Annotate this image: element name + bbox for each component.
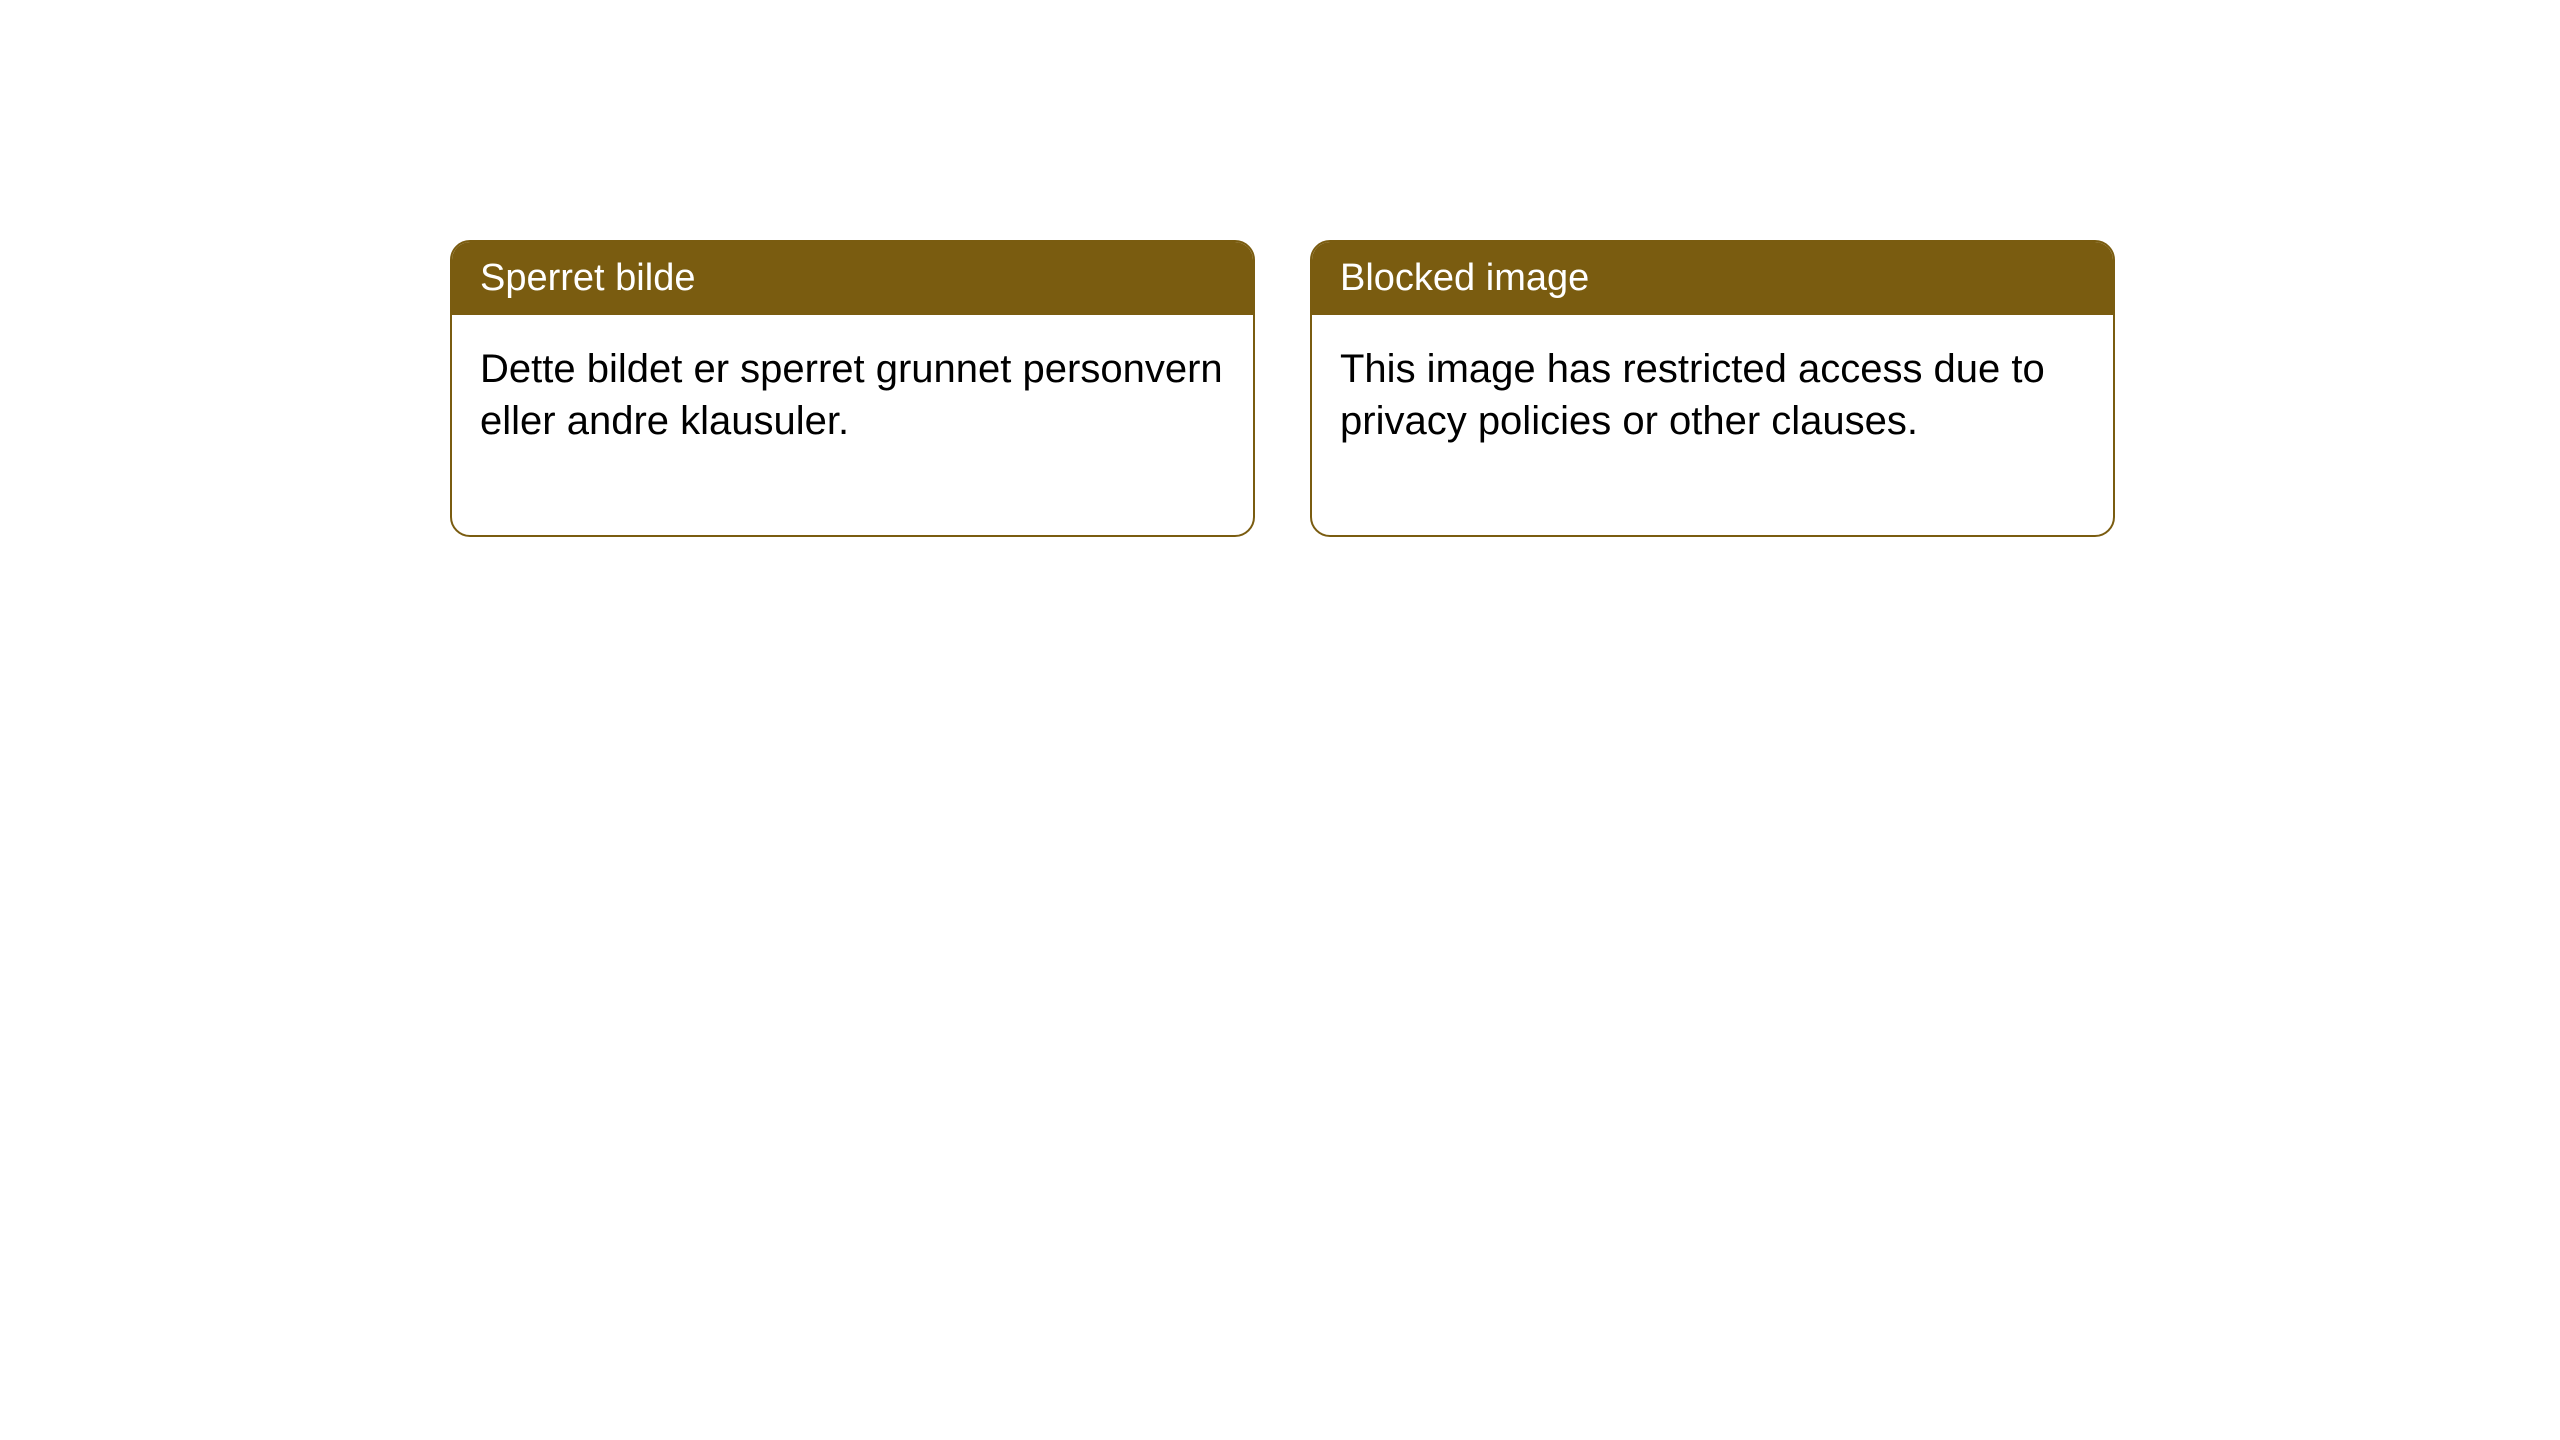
notice-container: Sperret bilde Dette bildet er sperret gr…	[450, 240, 2115, 537]
notice-body-text: This image has restricted access due to …	[1340, 347, 2045, 443]
notice-body: This image has restricted access due to …	[1312, 315, 2113, 535]
notice-body-text: Dette bildet er sperret grunnet personve…	[480, 347, 1223, 443]
notice-title: Blocked image	[1340, 257, 1589, 299]
notice-body: Dette bildet er sperret grunnet personve…	[452, 315, 1253, 535]
notice-box-norwegian: Sperret bilde Dette bildet er sperret gr…	[450, 240, 1255, 537]
notice-title: Sperret bilde	[480, 257, 695, 299]
notice-header: Sperret bilde	[452, 242, 1253, 315]
notice-header: Blocked image	[1312, 242, 2113, 315]
notice-box-english: Blocked image This image has restricted …	[1310, 240, 2115, 537]
